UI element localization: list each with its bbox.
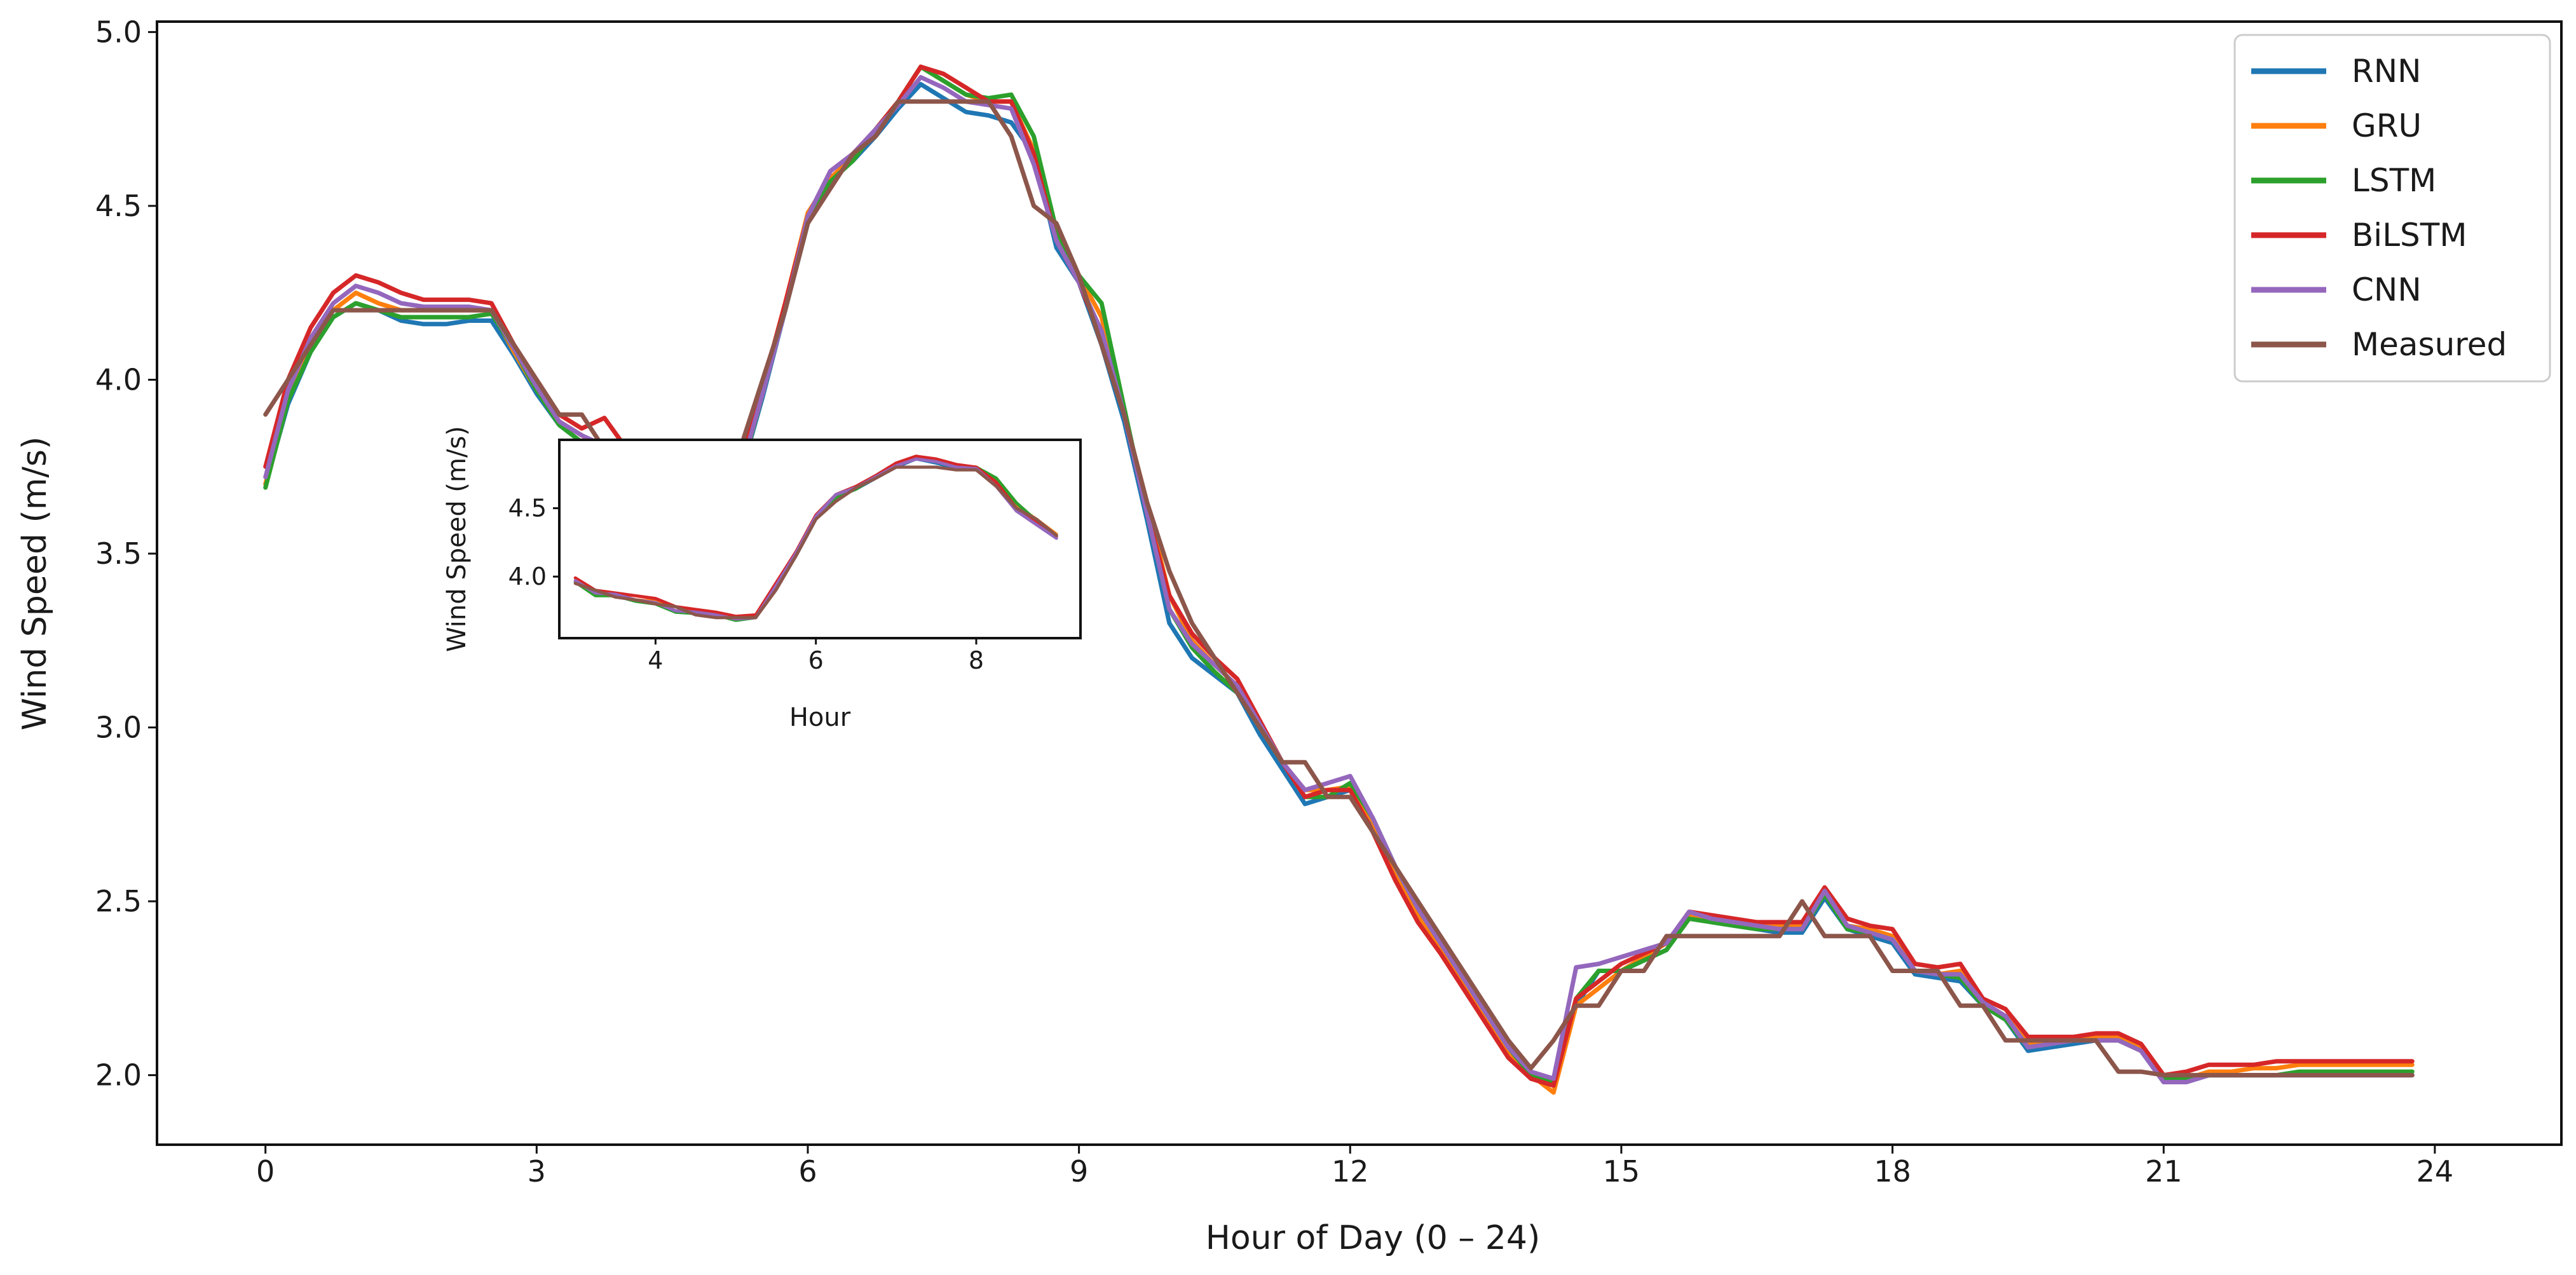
main-x-tick-label: 0 xyxy=(256,1154,275,1189)
legend-items: RNN GRU LSTM BiLSTM CNN Measured xyxy=(2251,53,2507,363)
inset-axes-frame xyxy=(558,439,1082,639)
inset-series-line-measured xyxy=(573,465,1058,620)
main-x-tick-label: 6 xyxy=(798,1154,817,1189)
main-y-tick-label: 2.0 xyxy=(95,1058,142,1093)
legend-frame xyxy=(2233,34,2551,383)
inset-x-tick-label: 6 xyxy=(808,646,824,674)
main-x-axis-label: Hour of Day (0 – 24) xyxy=(1206,1219,1541,1257)
inset-series-group xyxy=(573,454,1058,622)
inset-x-axis-label: Hour xyxy=(789,703,851,732)
main-y-tick-label: 3.0 xyxy=(95,711,142,745)
main-x-tick-label: 15 xyxy=(1603,1154,1640,1189)
legend: RNN GRU LSTM BiLSTM CNN Measured xyxy=(2233,34,2551,383)
main-y-tick-label: 4.5 xyxy=(95,189,142,223)
legend-label-rnn: RNN xyxy=(2352,53,2422,90)
main-x-tick-label: 3 xyxy=(528,1154,546,1189)
main-axes-frame xyxy=(156,20,2563,1146)
legend-label-bilstm: BiLSTM xyxy=(2352,217,2467,254)
inset-x-tick-label: 4 xyxy=(648,646,663,674)
main-y-tick-label: 5.0 xyxy=(95,15,142,49)
inset-plot: 4 6 8 4.0 4.5 Hour Wind Speed (m/s) xyxy=(442,426,1082,732)
legend-label-lstm: LSTM xyxy=(2352,162,2436,199)
inset-background xyxy=(559,440,1080,638)
legend-label-gru: GRU xyxy=(2352,107,2422,144)
main-y-tick-label: 4.0 xyxy=(95,362,142,397)
main-y-tick-label: 2.5 xyxy=(95,884,142,918)
main-y-ticks: 2.0 2.5 3.0 3.5 4.0 4.5 5.0 xyxy=(95,15,157,1093)
inset-x-ticks: 4 6 8 xyxy=(648,638,984,674)
main-y-axis-label: Wind Speed (m/s) xyxy=(16,437,54,731)
main-x-tick-label: 18 xyxy=(1874,1154,1911,1189)
main-x-tick-label: 9 xyxy=(1070,1154,1088,1189)
inset-x-tick-label: 8 xyxy=(969,646,984,674)
inset-y-axis-label: Wind Speed (m/s) xyxy=(442,426,472,652)
legend-label-cnn: CNN xyxy=(2352,271,2422,308)
main-x-tick-label: 21 xyxy=(2145,1154,2183,1189)
inset-y-tick-label: 4.0 xyxy=(508,562,547,590)
main-x-ticks: 0 3 6 9 12 15 18 21 24 xyxy=(256,1145,2453,1189)
main-y-tick-label: 3.5 xyxy=(95,536,142,571)
main-x-tick-label: 24 xyxy=(2416,1154,2454,1189)
legend-label-measured: Measured xyxy=(2352,326,2507,363)
main-x-tick-label: 12 xyxy=(1332,1154,1369,1189)
inset-y-ticks: 4.0 4.5 xyxy=(508,494,559,590)
inset-y-tick-label: 4.5 xyxy=(508,494,547,522)
